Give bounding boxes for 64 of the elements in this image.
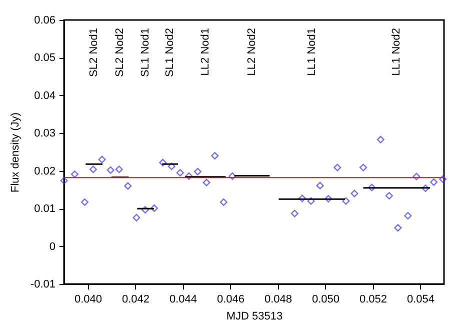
annotation: LL2 Nod2	[246, 28, 258, 76]
point	[385, 192, 393, 200]
point	[194, 168, 202, 176]
point	[80, 198, 88, 206]
x-tick-label: 0.040	[74, 294, 102, 306]
y-tick-label: 0.04	[34, 90, 56, 102]
point	[168, 162, 176, 170]
point	[150, 204, 158, 212]
point	[404, 212, 412, 220]
point	[439, 175, 447, 183]
point	[368, 184, 376, 192]
annotation: LL2 Nod1	[199, 28, 212, 76]
annotation: LL1 Nod2	[390, 28, 403, 76]
annotation: SL2 Nod2	[114, 28, 126, 77]
y-tick-label: 0.02	[34, 165, 56, 178]
point	[220, 198, 228, 206]
x-tick-label: 0.044	[169, 294, 198, 306]
point	[70, 170, 78, 178]
point	[342, 197, 350, 205]
point	[359, 164, 368, 172]
point	[350, 190, 358, 198]
x-tick-label: 0.046	[216, 294, 245, 306]
annotation: SL2 Nod1	[88, 28, 100, 77]
point	[132, 214, 140, 222]
annotation: SL1 Nod2	[164, 28, 176, 77]
y-tick-label: -0.01	[30, 278, 56, 290]
point	[430, 178, 438, 186]
point	[124, 182, 132, 190]
point	[176, 168, 184, 177]
point	[316, 182, 324, 190]
x-tick-label: 0.048	[264, 294, 292, 306]
point	[228, 172, 236, 180]
point	[376, 136, 384, 144]
x-tick-label: 0.054	[406, 294, 435, 306]
point	[422, 184, 430, 192]
point	[60, 176, 68, 184]
point	[290, 210, 298, 218]
point	[298, 194, 306, 202]
point	[202, 178, 210, 186]
point	[211, 152, 219, 160]
y-tick-label: 0	[49, 240, 56, 253]
point	[307, 197, 315, 205]
point	[159, 158, 167, 166]
point	[324, 195, 332, 203]
point	[141, 206, 149, 214]
point	[185, 172, 193, 180]
point	[394, 224, 402, 232]
x-tick-label: 0.052	[359, 294, 388, 306]
y-tick-label: 0.03	[34, 128, 56, 140]
point	[106, 166, 114, 174]
y-axis-title: Flux density (Jy)	[9, 112, 22, 193]
point	[98, 156, 106, 164]
y-tick-label: 0.06	[34, 14, 56, 26]
y-tick-label: 0.05	[34, 52, 56, 64]
annotation: LL1 Nod1	[306, 28, 318, 76]
point	[412, 172, 420, 180]
x-axis-title: MJD 53513	[226, 310, 283, 322]
point	[115, 166, 123, 174]
point	[89, 166, 97, 174]
x-tick-label: 0.050	[312, 294, 340, 306]
point	[334, 164, 342, 172]
y-tick-label: 0.01	[34, 203, 56, 216]
annotation: SL1 Nod1	[140, 28, 152, 77]
x-tick-label: 0.042	[122, 294, 150, 306]
